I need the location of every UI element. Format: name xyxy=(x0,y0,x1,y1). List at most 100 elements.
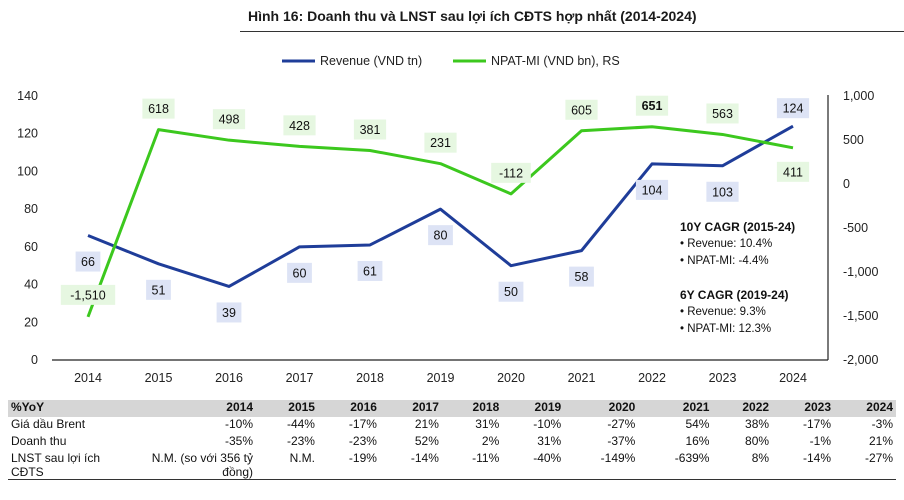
npat-data-label-bg xyxy=(565,99,598,120)
revenue-data-label-bg xyxy=(146,279,171,300)
table-header-cell: 2021 xyxy=(682,400,710,414)
table-cell: -14% xyxy=(379,451,442,480)
table-cell: 54% xyxy=(685,417,710,431)
table-cell: 8% xyxy=(712,451,773,480)
table-row-label: Doanh thu xyxy=(11,434,67,448)
table-row-npat: LNST sau lợi ích CĐTS N.M. (so với 356 t… xyxy=(8,451,896,480)
right-axis-tick-label: -1,000 xyxy=(843,265,878,279)
figure-title: Hình 16: Doanh thu và LNST sau lợi ích C… xyxy=(248,8,697,24)
right-axis-tick-label: 0 xyxy=(843,177,850,191)
table-cell: 2% xyxy=(481,434,500,448)
right-axis-tick-label: 1,000 xyxy=(843,89,874,103)
left-axis-tick-label: 60 xyxy=(24,240,38,254)
npat-data-label: 411 xyxy=(783,165,803,179)
revenue-series-line xyxy=(87,124,794,288)
revenue-data-label: 51 xyxy=(152,283,166,297)
npat-data-label: 563 xyxy=(712,107,733,121)
npat-data-label: 618 xyxy=(148,102,169,116)
revenue-data-label-bg xyxy=(287,262,312,283)
x-axis-tick-label: 2014 xyxy=(74,371,102,385)
table-cell: -1% xyxy=(809,434,832,448)
x-axis-tick-label: 2022 xyxy=(638,371,666,385)
revenue-data-label: 80 xyxy=(434,229,448,243)
table-cell: -3% xyxy=(871,417,893,431)
npat-data-label-bg xyxy=(635,95,669,116)
left-axis-tick-label: 120 xyxy=(17,127,38,141)
table-cell: N.M. (so với 356 tỷ đồng) xyxy=(120,451,256,480)
table-header-cell: 2018 xyxy=(472,400,500,414)
revenue-data-label-bg xyxy=(216,302,242,323)
table-cell: 21% xyxy=(868,434,893,448)
x-axis-tick-label: 2018 xyxy=(356,371,384,385)
table-header-cell: 2017 xyxy=(412,400,439,414)
table-cell: -23% xyxy=(348,434,377,448)
table-header-cell: 2023 xyxy=(804,400,832,414)
revenue-data-label: 66 xyxy=(81,255,95,269)
left-axis-tick-label: 40 xyxy=(24,278,38,292)
revenue-data-label: 60 xyxy=(293,266,307,280)
cagr-10y-revenue: • Revenue: 10.4% xyxy=(680,238,773,250)
table-header-cell: %YoY xyxy=(11,400,45,414)
x-axis-tick-label: 2021 xyxy=(568,371,596,385)
table-row-label: LNST sau lợi ích CĐTS xyxy=(8,451,120,480)
npat-data-label: 605 xyxy=(571,103,592,117)
npat-data-label-bg xyxy=(283,115,316,136)
npat-data-label-bg xyxy=(776,161,810,182)
cagr-6y-revenue: • Revenue: 9.3% xyxy=(680,306,766,318)
npat-data-label-bg xyxy=(353,119,387,140)
table-header-cell: 2020 xyxy=(608,400,636,414)
legend-revenue-label: Revenue (VND tn) xyxy=(320,54,422,68)
npat-data-label: 381 xyxy=(360,123,381,137)
table-header-row: %YoY 2014 2015 2016 2017 2018 2019 2020 … xyxy=(8,400,896,417)
npat-data-label-bg xyxy=(60,284,116,305)
table-cell: -17% xyxy=(348,417,377,431)
table-header-cell: 2024 xyxy=(866,400,893,414)
table-cell: 38% xyxy=(745,417,770,431)
revenue-data-label-bg xyxy=(498,281,524,302)
x-axis-tick-label: 2023 xyxy=(709,371,737,385)
x-axis-tick-label: 2019 xyxy=(427,371,455,385)
right-axis-tick-label: 500 xyxy=(843,133,864,147)
left-axis-tick-label: 20 xyxy=(24,315,38,329)
table-header-cell: 2019 xyxy=(534,400,562,414)
table-cell: -19% xyxy=(317,451,380,480)
table-row-label: Giá dầu Brent xyxy=(11,417,86,431)
table-cell: N.M. xyxy=(256,451,318,480)
x-axis-tick-label: 2017 xyxy=(286,371,314,385)
x-axis-tick-label: 2024 xyxy=(779,371,807,385)
table-cell: -11% xyxy=(441,451,503,480)
npat-data-label: -1,510 xyxy=(70,288,105,302)
npat-data-label: 651 xyxy=(642,99,663,113)
revenue-data-label-bg xyxy=(428,225,453,246)
revenue-data-label-bg xyxy=(635,179,669,200)
revenue-data-label-bg xyxy=(776,98,810,119)
table-cell: -23% xyxy=(286,434,315,448)
table-cell: -10% xyxy=(224,417,253,431)
revenue-data-label: 124 xyxy=(783,102,804,116)
npat-data-label: 231 xyxy=(430,136,451,150)
cagr-10y-box: 10Y CAGR (2015-24) • Revenue: 10.4% • NP… xyxy=(680,219,795,270)
right-axis-tick-label: -1,500 xyxy=(843,309,878,323)
table-cell: -35% xyxy=(224,434,253,448)
right-axis-tick-label: -2,000 xyxy=(843,353,878,367)
table-cell: -10% xyxy=(533,417,562,431)
left-axis-tick-label: 0 xyxy=(31,353,38,367)
table-header-cell: 2016 xyxy=(350,400,377,414)
table-cell: 31% xyxy=(537,434,562,448)
table-header-cell: 2022 xyxy=(742,400,770,414)
yoy-table: %YoY 2014 2015 2016 2017 2018 2019 2020 … xyxy=(8,400,896,480)
npat-data-label-bg xyxy=(424,132,457,153)
x-axis-tick-label: 2020 xyxy=(497,371,525,385)
revenue-data-label: 103 xyxy=(712,185,733,199)
npat-data-label: 498 xyxy=(219,113,240,127)
npat-data-label-bg xyxy=(212,109,246,130)
npat-series-line xyxy=(86,125,794,318)
table-cell: -149% xyxy=(564,451,639,480)
table-header-cell: 2015 xyxy=(288,400,315,414)
cagr-6y-box: 6Y CAGR (2019-24) • Revenue: 9.3% • NPAT… xyxy=(680,287,789,338)
table-cell: 21% xyxy=(414,417,439,431)
table-cell: -27% xyxy=(834,451,896,480)
table-cell: 80% xyxy=(745,434,770,448)
npat-data-label-bg xyxy=(491,162,531,183)
revenue-npat-chart: 0 20 40 60 80 100 120 140 -2,000 -1,500 -1,000 -500… xyxy=(17,54,878,385)
